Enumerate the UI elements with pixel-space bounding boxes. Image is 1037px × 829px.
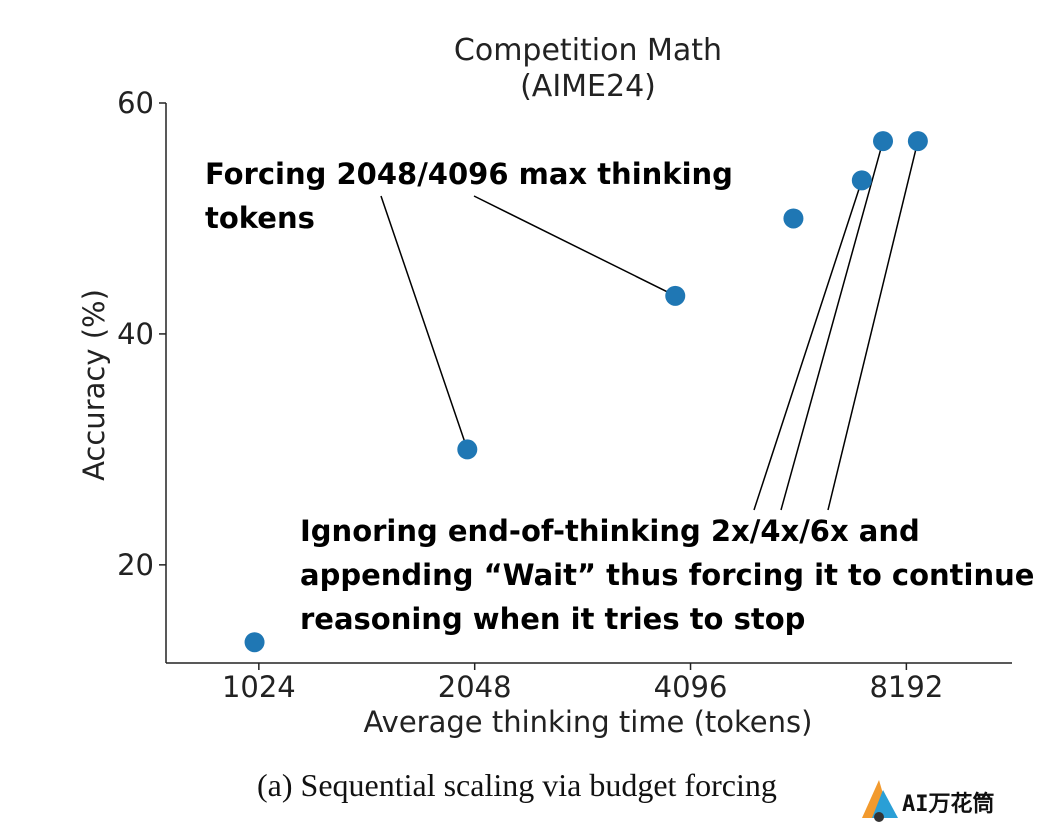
data-point [873,131,894,152]
x-axis-label: Average thinking time (tokens) [364,705,813,739]
data-point [783,208,804,229]
annotation-budget-forcing: Forcing 2048/4096 max thinking tokens [205,157,733,235]
axes [165,103,1012,664]
ai-wanhuatong-logo-icon [862,780,898,822]
ticks: 1024 2048 4096 8192 20 40 60 [117,86,943,704]
data-point [665,285,686,306]
leader-line [780,140,884,511]
data-point [907,131,928,152]
leader-line [473,195,676,297]
annotation-1-line-1: Forcing 2048/4096 max thinking [205,157,733,191]
figure-caption: (a) Sequential scaling via budget forcin… [257,767,777,803]
y-tick-label: 40 [117,317,154,351]
leader-line [827,140,919,511]
y-tick-label: 20 [117,548,154,582]
y-tick-label: 60 [117,86,154,120]
data-point [244,632,265,653]
watermark: AI万花筒 [862,780,995,822]
data-point [457,439,478,460]
watermark-text: AI万花筒 [902,791,995,817]
chart-title: Competition Math (AIME24) [454,33,722,104]
annotation-1-line-2: tokens [205,201,315,235]
annotation-leader-lines [380,140,919,511]
annotation-2-line-1: Ignoring end-of-thinking 2x/4x/6x and [300,514,920,548]
x-tick-label: 2048 [438,670,512,704]
x-tick-label: 8192 [869,670,943,704]
x-tick-label: 4096 [654,670,728,704]
annotation-ignoring-end-of-thinking: Ignoring end-of-thinking 2x/4x/6x and ap… [300,514,1034,636]
chart-title-line-2: (AIME24) [520,69,656,104]
x-tick-label: 1024 [222,670,296,704]
leader-line [380,195,469,450]
leader-line [753,180,863,511]
annotation-2-line-2: appending “Wait” thus forcing it to cont… [300,558,1034,592]
data-point [851,170,872,191]
data-points [244,131,928,653]
y-axis-label: Accuracy (%) [77,289,111,481]
chart-title-line-1: Competition Math [454,33,722,68]
annotation-2-line-3: reasoning when it tries to stop [300,602,805,636]
